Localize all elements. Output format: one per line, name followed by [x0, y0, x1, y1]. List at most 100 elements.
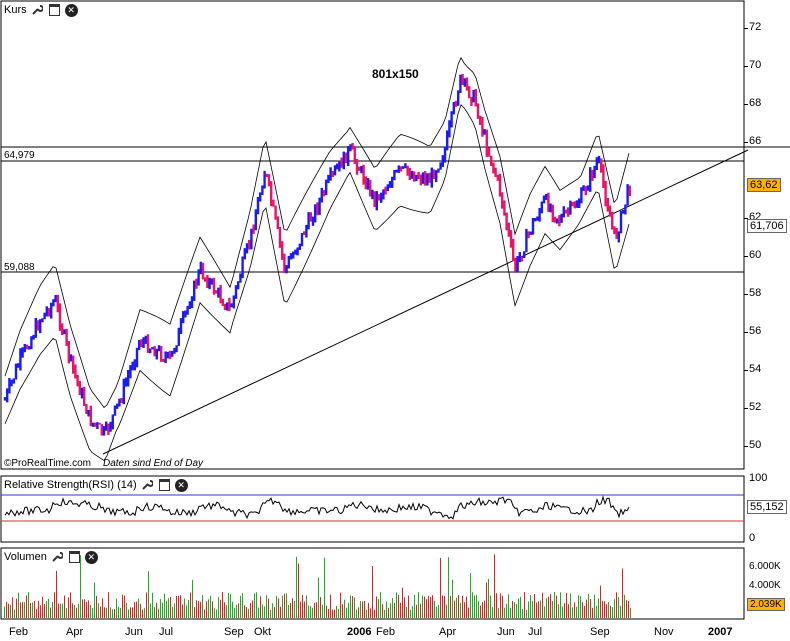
volume-bar [266, 595, 267, 618]
volume-bar [236, 604, 237, 618]
volume-bar [86, 602, 87, 618]
volume-bar [138, 598, 139, 618]
wrench-icon[interactable] [51, 551, 64, 564]
volume-bar [352, 596, 353, 618]
volume-bar [298, 563, 299, 618]
volume-bar [234, 607, 235, 618]
wrench-icon[interactable] [31, 4, 44, 17]
volume-bar [148, 571, 149, 618]
volume-bar [232, 601, 233, 618]
volume-bar [322, 604, 323, 618]
volume-bar [544, 606, 545, 618]
volume-bar [66, 607, 67, 618]
volume-bar [494, 554, 495, 618]
volume-bar [488, 578, 489, 618]
close-icon[interactable]: ✕ [174, 478, 188, 492]
volume-bar [626, 600, 627, 618]
volume-bar [256, 592, 257, 618]
volume-bar [614, 599, 615, 618]
volume-bar [396, 592, 397, 618]
volume-bar [328, 608, 329, 618]
price-y-tick-mark [744, 446, 748, 447]
price-chart: 801x150 64,979 59,088 ©ProRealTime.com D… [0, 0, 790, 470]
volume-bar [4, 606, 5, 618]
volume-bar [62, 603, 63, 618]
rsi-y-bottom: 0 [749, 532, 756, 544]
volume-bar [134, 601, 135, 618]
volume-bar [452, 579, 453, 618]
volume-bar [152, 592, 153, 618]
window-icon[interactable] [158, 479, 171, 492]
volume-bar [314, 602, 315, 618]
x-axis-label: Feb [9, 626, 28, 638]
volume-bar [358, 607, 359, 618]
wrench-icon[interactable] [141, 479, 154, 492]
volume-bar [76, 607, 77, 618]
volume-bar [464, 602, 465, 618]
x-axis: Feb Apr Jun Jul Sep Okt 2006 Feb Apr Jun Jul Sep Nov… [0, 624, 790, 641]
upper-line-label: 64,979 [4, 150, 35, 161]
volume-bar [58, 603, 59, 618]
volume-bar [392, 597, 393, 618]
price-y-tick: 52 [749, 401, 762, 413]
volume-bar [140, 603, 141, 618]
volume-bar [408, 595, 409, 618]
volume-bar [546, 598, 547, 618]
volume-bar [622, 568, 623, 618]
x-axis-label: Jun [125, 626, 143, 638]
volume-bar [588, 593, 589, 618]
volume-bar [144, 608, 145, 618]
volume-bar [160, 599, 161, 618]
volume-bar [208, 599, 209, 618]
volume-bar [502, 595, 503, 618]
window-icon[interactable] [48, 4, 61, 17]
volume-bar [434, 600, 435, 618]
rsi-y-top: 100 [749, 472, 768, 484]
volume-bar [618, 597, 619, 618]
close-icon[interactable]: ✕ [84, 550, 98, 564]
volume-bar [354, 597, 355, 618]
volume-bar [150, 603, 151, 618]
volume-bar [94, 582, 95, 618]
volume-bar [124, 595, 125, 618]
volume-bar [522, 609, 523, 618]
volume-bar [84, 599, 85, 618]
volume-bar [584, 605, 585, 618]
price-y-tick: 56 [749, 325, 762, 337]
volume-bar [214, 608, 215, 618]
volume-bar [324, 557, 325, 618]
close-icon[interactable]: ✕ [64, 3, 78, 17]
volume-bar [104, 607, 105, 618]
volume-bar [574, 602, 575, 618]
volume-bar [448, 557, 449, 618]
window-icon[interactable] [68, 551, 81, 564]
volume-bar [306, 595, 307, 618]
volume-bar [596, 605, 597, 618]
volume-bar [182, 604, 183, 618]
volume-bar [244, 605, 245, 618]
size-label: 801x150 [372, 67, 419, 81]
volume-bar [282, 595, 283, 618]
volume-bar [480, 605, 481, 618]
price-y-tick-mark [744, 142, 748, 143]
volume-bar [608, 602, 609, 618]
volume-bar [300, 601, 301, 618]
x-axis-label: 2006 [347, 626, 372, 638]
volume-bar [516, 603, 517, 618]
volume-bar [558, 604, 559, 618]
volume-bar [278, 598, 279, 618]
volume-bar [224, 602, 225, 618]
volume-bar [490, 595, 491, 618]
volume-bar [446, 604, 447, 618]
volume-bar [6, 601, 7, 618]
volume-bar [406, 606, 407, 618]
volume-bar [364, 600, 365, 618]
volume-bar [194, 607, 195, 618]
volume-bar [240, 595, 241, 618]
volume-bar [590, 599, 591, 618]
volume-bar [238, 603, 239, 618]
price-y-tick-mark [744, 66, 748, 67]
volume-bar [270, 609, 271, 618]
volume-bar [302, 595, 303, 618]
volume-bar [402, 587, 403, 618]
